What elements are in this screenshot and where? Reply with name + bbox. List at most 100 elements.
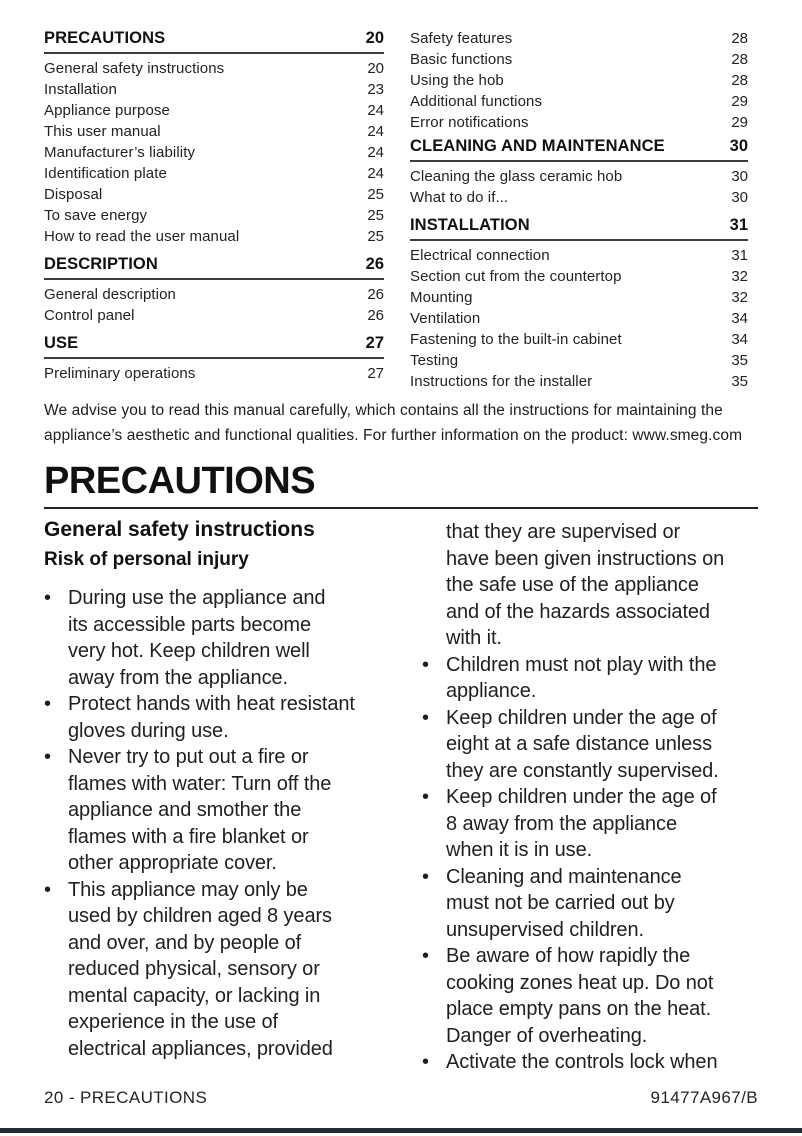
- toc-page: 29: [731, 93, 748, 110]
- toc-entry[interactable]: Mounting 32: [410, 287, 748, 308]
- toc-label: USE: [44, 334, 79, 352]
- bottom-bar: [0, 1128, 802, 1133]
- toc-entry[interactable]: This user manual 24: [44, 121, 384, 142]
- toc-label: INSTALLATION: [410, 216, 530, 234]
- toc-section-precautions[interactable]: PRECAUTIONS 20: [44, 28, 384, 54]
- toc-label: Electrical connection: [410, 247, 550, 264]
- toc-page: 20: [365, 29, 384, 47]
- toc-entry[interactable]: How to read the user manual 25: [44, 226, 384, 247]
- toc-entry[interactable]: Manufacturer’s liability 24: [44, 142, 384, 163]
- toc-label: Manufacturer’s liability: [44, 144, 196, 161]
- toc-section-cleaning-maintenance[interactable]: CLEANING AND MAINTENANCE 30: [410, 136, 748, 162]
- toc-page: 26: [367, 307, 384, 324]
- toc-label: General description: [44, 286, 176, 303]
- toc-page: 24: [367, 123, 384, 140]
- toc-label: Using the hob: [410, 72, 504, 89]
- bullet-icon: •: [422, 865, 430, 888]
- toc-entry[interactable]: Error notifications 29: [410, 112, 748, 133]
- toc-entry[interactable]: Preliminary operations 27: [44, 363, 384, 384]
- list-item: • Protect hands with heat resistant glov…: [44, 691, 396, 744]
- toc-label: Preliminary operations: [44, 365, 196, 382]
- toc-entry[interactable]: Instructions for the installer 35: [410, 371, 748, 392]
- toc-page: 30: [731, 168, 748, 185]
- toc-label: Disposal: [44, 186, 103, 203]
- toc-entry[interactable]: Appliance purpose 24: [44, 100, 384, 121]
- toc-entry[interactable]: Disposal 25: [44, 184, 384, 205]
- toc-page: 20: [367, 60, 384, 77]
- list-item: • Children must not play with the applia…: [422, 652, 758, 705]
- list-item: • During use the appliance and its acces…: [44, 585, 396, 691]
- toc-label: Identification plate: [44, 165, 167, 182]
- toc-page: 26: [365, 255, 384, 273]
- bullet-icon: •: [44, 587, 52, 609]
- toc-entry[interactable]: Safety features 28: [410, 28, 748, 49]
- toc-label: Installation: [44, 81, 117, 98]
- toc-page: 35: [731, 352, 748, 369]
- chapter-rule: [44, 507, 758, 509]
- toc-entry[interactable]: Using the hob 28: [410, 70, 748, 91]
- toc-label: Additional functions: [410, 93, 543, 110]
- list-item-text: During use the appliance and its accessi…: [68, 587, 326, 689]
- toc-page: 28: [731, 51, 748, 68]
- toc-entry[interactable]: Control panel 26: [44, 305, 384, 326]
- toc-label: Error notifications: [410, 114, 529, 131]
- toc-entry[interactable]: Section cut from the countertop 32: [410, 266, 748, 287]
- toc-entry[interactable]: Cleaning the glass ceramic hob 30: [410, 166, 748, 187]
- toc-page: 34: [731, 310, 748, 327]
- toc-page: 35: [731, 373, 748, 390]
- toc-page: 27: [365, 334, 384, 352]
- bullet-icon: •: [44, 878, 52, 901]
- toc-page: 30: [729, 137, 748, 155]
- list-item-text: Keep children under the age of eight at …: [446, 706, 719, 782]
- list-item-text: Cleaning and maintenance must not be car…: [446, 865, 682, 941]
- list-item: • Be aware of how rapidly the cooking zo…: [422, 943, 758, 1049]
- body-right-column: that they are supervised or have been gi…: [422, 519, 758, 1076]
- toc-label: Control panel: [44, 307, 135, 324]
- toc-entry[interactable]: To save energy 25: [44, 205, 384, 226]
- page-footer: 20 - PRECAUTIONS 91477A967/B: [44, 1088, 758, 1108]
- toc-page: 23: [367, 81, 384, 98]
- toc-label: Ventilation: [410, 310, 481, 327]
- toc-entry[interactable]: Basic functions 28: [410, 49, 748, 70]
- toc-label: Fastening to the built-in cabinet: [410, 331, 622, 348]
- toc-entry[interactable]: Electrical connection 31: [410, 245, 748, 266]
- bullet-icon: •: [422, 706, 430, 729]
- toc-label: Cleaning the glass ceramic hob: [410, 168, 623, 185]
- continued-paragraph: that they are supervised or have been gi…: [446, 521, 725, 649]
- toc-entry[interactable]: General safety instructions 20: [44, 58, 384, 79]
- toc-entry[interactable]: Ventilation 34: [410, 308, 748, 329]
- toc-entry[interactable]: Identification plate 24: [44, 163, 384, 184]
- bullet-icon: •: [44, 693, 52, 715]
- footer-page-label: 20 - PRECAUTIONS: [44, 1088, 208, 1107]
- toc-page: 24: [367, 102, 384, 119]
- toc-entry[interactable]: Additional functions 29: [410, 91, 748, 112]
- toc-page: 25: [367, 186, 384, 203]
- toc-entry[interactable]: Testing 35: [410, 350, 748, 371]
- list-item-text: Never try to put out a fire or flames wi…: [68, 746, 332, 874]
- list-item-text: Protect hands with heat resistant gloves…: [68, 693, 355, 742]
- toc-section-description[interactable]: DESCRIPTION 26: [44, 254, 384, 280]
- toc-label: DESCRIPTION: [44, 255, 158, 273]
- toc-entry[interactable]: Fastening to the built-in cabinet 34: [410, 329, 748, 350]
- toc-page: 34: [731, 331, 748, 348]
- list-item-text: This appliance may only be used by child…: [68, 878, 333, 1060]
- bullet-icon: •: [422, 945, 430, 967]
- toc-label: PRECAUTIONS: [44, 29, 166, 47]
- toc-entry[interactable]: General description 26: [44, 284, 384, 305]
- toc-label: To save energy: [44, 207, 148, 224]
- bullet-icon: •: [422, 786, 430, 808]
- toc-page: 25: [367, 228, 384, 245]
- toc-label: Safety features: [410, 30, 513, 47]
- toc-page: 28: [731, 72, 748, 89]
- toc-page: 25: [367, 207, 384, 224]
- toc-label: Mounting: [410, 289, 473, 306]
- toc-label: General safety instructions: [44, 60, 225, 77]
- toc-entry[interactable]: What to do if... 30: [410, 187, 748, 208]
- toc-label: How to read the user manual: [44, 228, 240, 245]
- footer-doc-code: 91477A967/B: [650, 1088, 758, 1107]
- toc-entry[interactable]: Installation 23: [44, 79, 384, 100]
- toc-section-installation[interactable]: INSTALLATION 31: [410, 215, 748, 241]
- list-item: • Activate the controls lock when: [422, 1049, 758, 1076]
- toc-section-use[interactable]: USE 27: [44, 333, 384, 359]
